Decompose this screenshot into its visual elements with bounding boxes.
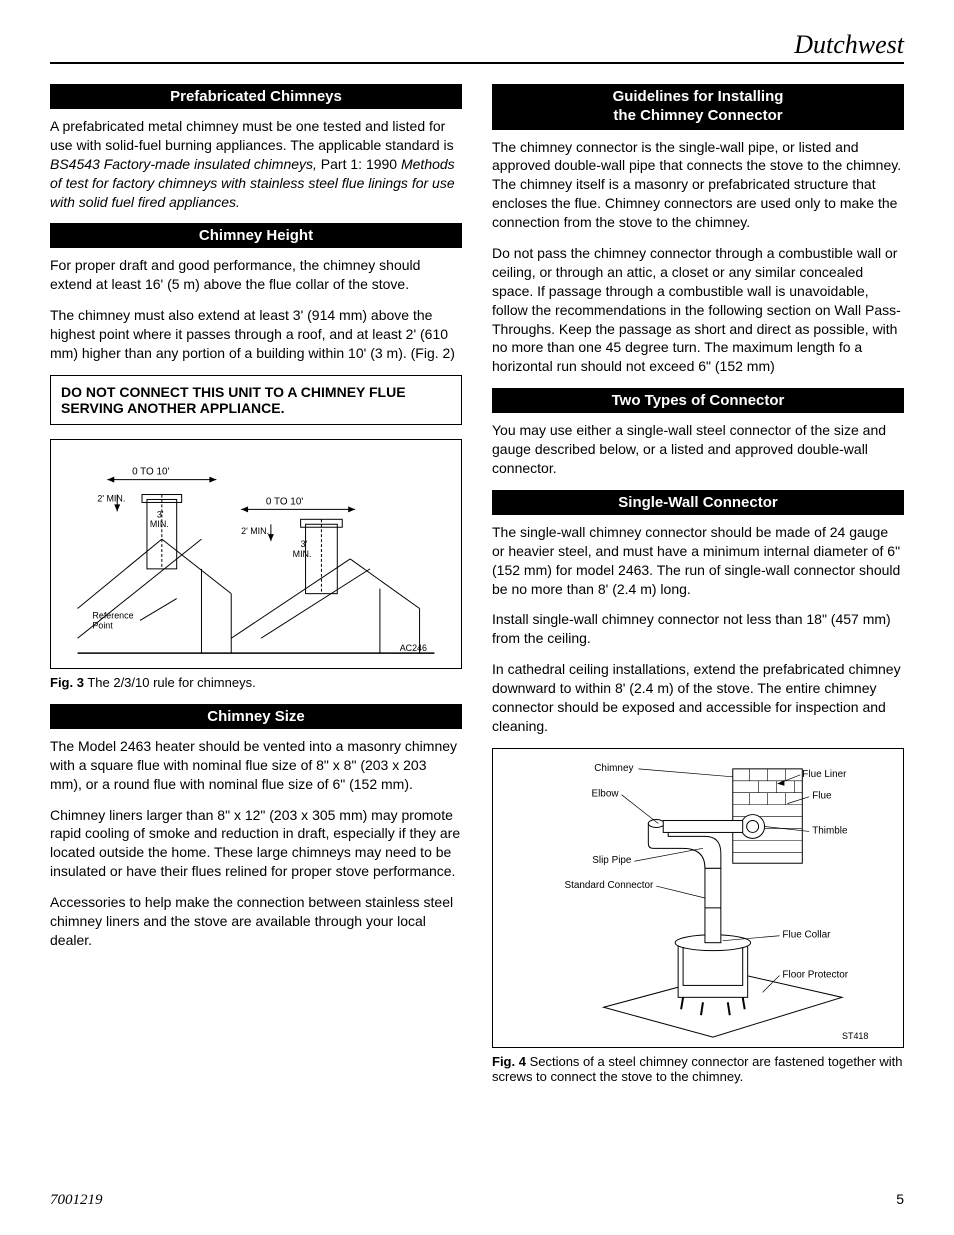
right-column: Guidelines for Installing the Chimney Co… <box>492 84 904 1098</box>
section-two-types: Two Types of Connector <box>492 388 904 413</box>
size-p2: Chimney liners larger than 8" x 12" (203… <box>50 806 462 882</box>
section-guidelines: Guidelines for Installing the Chimney Co… <box>492 84 904 130</box>
page-number: 5 <box>896 1191 904 1207</box>
prefab-paragraph: A prefabricated metal chimney must be on… <box>50 117 462 211</box>
page-header: Dutchwest <box>50 30 904 64</box>
svg-text:Thimble: Thimble <box>812 825 848 836</box>
height-p2: The chimney must also extend at least 3'… <box>50 306 462 363</box>
svg-text:Chimney: Chimney <box>594 763 633 774</box>
section-single-wall: Single-Wall Connector <box>492 490 904 515</box>
svg-text:Flue Collar: Flue Collar <box>782 929 831 940</box>
fig3-text: The 2/3/10 rule for chimneys. <box>84 675 256 690</box>
fig3-label-range2: 0 TO 10' <box>266 496 303 507</box>
svg-text:Flue Liner: Flue Liner <box>802 769 847 780</box>
figure-3-caption: Fig. 3 The 2/3/10 rule for chimneys. <box>50 675 462 690</box>
guidelines-p1: The chimney connector is the single-wall… <box>492 138 904 232</box>
guidelines-line2: the Chimney Connector <box>613 107 782 124</box>
fig4-label: Fig. 4 <box>492 1054 526 1069</box>
text: A prefabricated metal chimney must be on… <box>50 118 454 153</box>
svg-text:MIN.: MIN. <box>150 519 169 529</box>
left-column: Prefabricated Chimneys A prefabricated m… <box>50 84 462 1098</box>
single-p1: The single-wall chimney connector should… <box>492 523 904 599</box>
size-p1: The Model 2463 heater should be vented i… <box>50 737 462 794</box>
fig4-text: Sections of a steel chimney connector ar… <box>492 1054 902 1084</box>
svg-text:Reference: Reference <box>92 610 133 620</box>
svg-text:Elbow: Elbow <box>592 788 620 799</box>
page-footer: 7001219 5 <box>50 1191 904 1209</box>
svg-text:Floor Protector: Floor Protector <box>782 969 848 980</box>
fig3-label-range1: 0 TO 10' <box>132 467 169 478</box>
warning-box: DO NOT CONNECT THIS UNIT TO A CHIMNEY FL… <box>50 375 462 425</box>
twotypes-p1: You may use either a single-wall steel c… <box>492 421 904 478</box>
svg-text:Point: Point <box>92 620 113 630</box>
text: Part 1: 1990 <box>317 156 401 172</box>
height-p1: For proper draft and good performance, t… <box>50 256 462 294</box>
svg-text:ST418: ST418 <box>842 1031 868 1041</box>
section-chimney-height: Chimney Height <box>50 223 462 248</box>
guidelines-line1: Guidelines for Installing <box>613 88 784 105</box>
figure-3-svg: 0 TO 10' 2' MIN. 3' MIN. 0 TO 10' 2' MIN… <box>51 440 461 668</box>
document-number: 7001219 <box>50 1192 103 1209</box>
fig3-label-min2b: 2' MIN. <box>241 526 269 536</box>
svg-text:Slip Pipe: Slip Pipe <box>592 855 632 866</box>
content-columns: Prefabricated Chimneys A prefabricated m… <box>50 84 904 1098</box>
svg-text:Standard Connector: Standard Connector <box>564 880 653 891</box>
svg-text:3': 3' <box>301 539 308 549</box>
figure-4-svg: Chimney Flue Liner Elbow Flue Thimble Sl… <box>493 749 903 1047</box>
fig3-code: AC246 <box>400 643 427 653</box>
brand-title: Dutchwest <box>794 30 904 59</box>
single-p3: In cathedral ceiling installations, exte… <box>492 660 904 736</box>
fig3-label: Fig. 3 <box>50 675 84 690</box>
fig3-label-min3a: 3' <box>157 509 164 519</box>
section-prefab-chimneys: Prefabricated Chimneys <box>50 84 462 109</box>
size-p3: Accessories to help make the connection … <box>50 893 462 950</box>
guidelines-p2: Do not pass the chimney connector throug… <box>492 244 904 376</box>
svg-text:Flue: Flue <box>812 790 832 801</box>
text-italic: BS4543 Factory-made insulated chimneys, <box>50 156 317 172</box>
figure-3: 0 TO 10' 2' MIN. 3' MIN. 0 TO 10' 2' MIN… <box>50 439 462 669</box>
figure-4: Chimney Flue Liner Elbow Flue Thimble Sl… <box>492 748 904 1048</box>
section-chimney-size: Chimney Size <box>50 704 462 729</box>
single-p2: Install single-wall chimney connector no… <box>492 610 904 648</box>
fig3-label-min2a: 2' MIN. <box>97 493 125 503</box>
svg-text:MIN.: MIN. <box>293 549 312 559</box>
figure-4-caption: Fig. 4 Sections of a steel chimney conne… <box>492 1054 904 1084</box>
